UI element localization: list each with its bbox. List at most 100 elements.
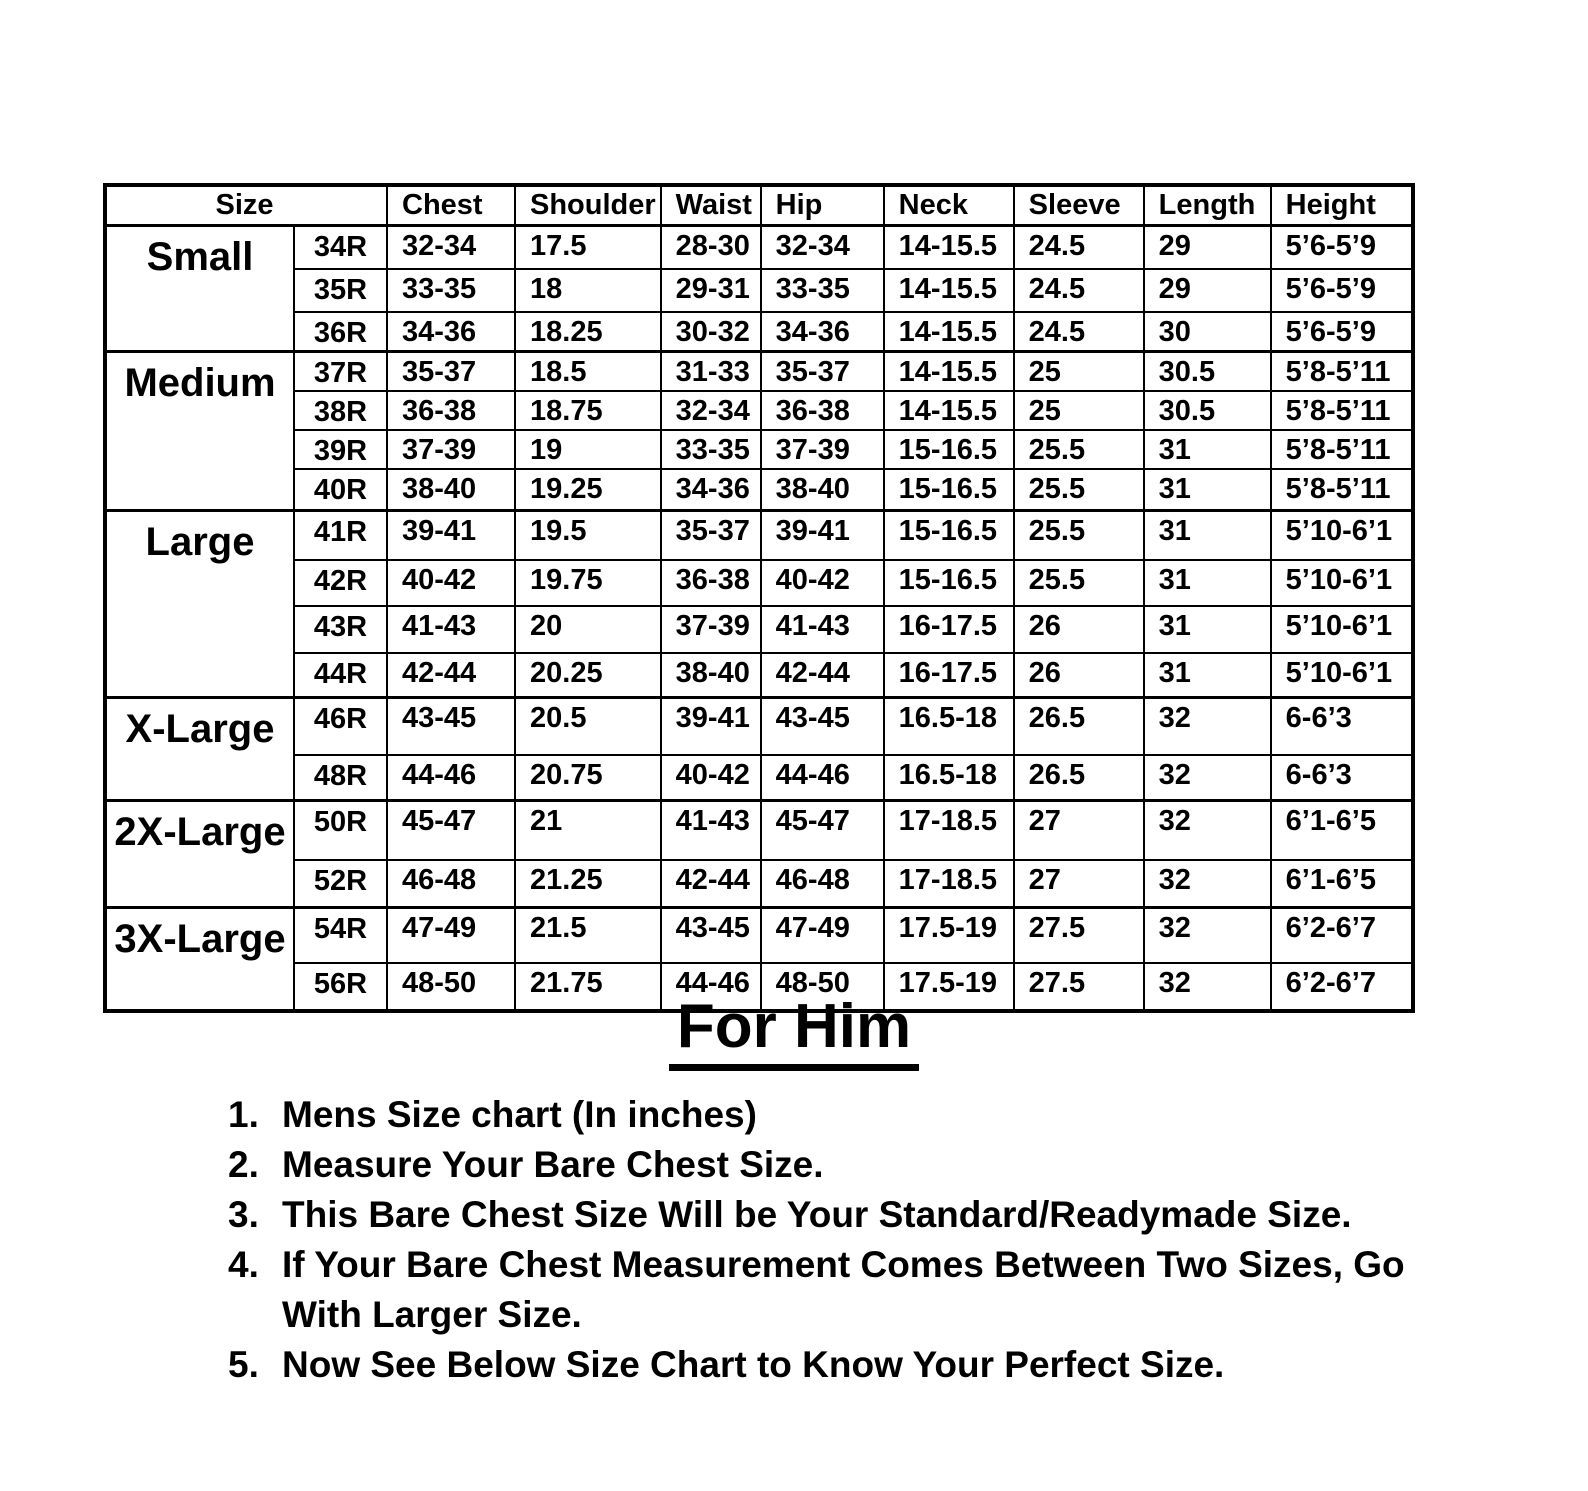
chest-cell: 48-50 [386,961,516,1012]
height-cell: 5’8-5’11 [1269,467,1414,512]
table-row: 56R 48-50 21.75 44-46 48-50 17.5-19 27.5 32 6’2-… [105,961,1414,1012]
hip-cell: 47-49 [759,906,885,964]
chest-cell: 32-34 [386,224,516,270]
length-cell: 32 [1142,858,1272,909]
sleeve-cell: 26 [1012,651,1145,699]
sleeve-cell: 25.5 [1012,558,1145,607]
neck-cell: 14-15.5 [882,389,1015,431]
table-row: 3X-Large 54R 47-49 21.5 43-45 47-49 17.5-19 27.… [104,906,1414,1012]
code-cell: 42R [293,558,388,607]
list-item-text: Mens Size chart (In inches) [282,1094,757,1135]
hip-cell: 35-37 [759,350,885,392]
hip-cell: 34-36 [759,310,885,352]
code-cell: 52R [293,858,388,909]
height-cell: 6-6’3 [1269,696,1414,756]
table-row: 42R 40-42 19.75 36-38 40-42 15-16.5 25.5 31 5’10… [105,558,1414,607]
hip-cell: 36-38 [759,389,885,431]
height-cell: 5’10-6’1 [1269,604,1414,654]
sleeve-cell: 26.5 [1012,696,1145,756]
shoulder-cell: 20.25 [514,651,662,699]
code-cell: 38R [293,389,388,431]
list-item-number: 3. [228,1194,259,1235]
shoulder-cell: 20.75 [514,753,662,802]
code-cell: 41R [293,509,388,561]
code-cell: 56R [293,961,388,1012]
length-cell: 31 [1142,604,1272,654]
table-row: Large 41R 39-41 19.5 35-37 39-41 15-16.5 25.5 31… [104,509,1414,699]
header-chest: Chest [386,184,516,227]
neck-cell: 14-15.5 [882,224,1015,270]
size-group-2x-large: 2X-Large 50R 45-47 21 41-43 45-47 17-18.5 27 32 6… [104,799,1414,909]
shoulder-cell: 18 [514,267,662,313]
header-waist: Waist [659,184,762,227]
neck-cell: 15-16.5 [882,428,1015,470]
table-row: Small 34R 32-34 17.5 28-30 32-34 14-15.5 24.5 29… [104,224,1414,352]
code-cell: 46R [293,696,388,756]
list-item-number: 5. [228,1344,259,1385]
header-shoulder: Shoulder [514,184,662,227]
header-size: Size [104,184,388,227]
hip-cell: 41-43 [759,604,885,654]
neck-cell: 16-17.5 [882,651,1015,699]
shoulder-cell: 20 [514,604,662,654]
neck-cell: 15-16.5 [882,509,1015,561]
hip-cell: 44-46 [759,753,885,802]
header-sleeve: Sleeve [1012,184,1145,227]
code-cell: 40R [293,467,388,512]
shoulder-cell: 19.75 [514,558,662,607]
height-cell: 5’10-6’1 [1269,651,1414,699]
shoulder-cell: 19 [514,428,662,470]
chest-cell: 42-44 [386,651,516,699]
neck-cell: 16-17.5 [882,604,1015,654]
code-cell: 39R [293,428,388,470]
sleeve-cell: 24.5 [1012,267,1145,313]
table-row: 40R 38-40 19.25 34-36 38-40 15-16.5 25.5 31 5’8-… [105,467,1414,512]
list-item: 1. Mens Size chart (In inches) [228,1090,1518,1140]
waist-cell: 38-40 [659,651,762,699]
table-row: 36R 34-36 18.25 30-32 34-36 14-15.5 24.5 30 5’6-… [105,310,1414,352]
neck-cell: 17-18.5 [882,858,1015,909]
neck-cell: 17.5-19 [882,961,1015,1012]
size-group-label: 3X-Large [104,906,295,1012]
sleeve-cell: 26 [1012,604,1145,654]
height-cell: 5’6-5’9 [1269,267,1414,313]
length-cell: 30.5 [1142,389,1272,431]
hip-cell: 37-39 [759,428,885,470]
list-item-text: Measure Your Bare Chest Size. [282,1144,824,1185]
table-header-row: Size Chest Shoulder Waist Hip Neck Sleev… [104,184,1414,227]
chest-cell: 41-43 [386,604,516,654]
sleeve-cell: 26.5 [1012,753,1145,802]
shoulder-cell: 21.5 [514,906,662,964]
chest-cell: 44-46 [386,753,516,802]
size-group-small: Small 34R 32-34 17.5 28-30 32-34 14-15.5 24.5 29… [104,224,1414,352]
chest-cell: 46-48 [386,858,516,909]
list-item-number: 1. [228,1094,259,1135]
length-cell: 32 [1142,696,1272,756]
for-him-heading-wrap: For Him [0,996,1588,1071]
code-cell: 54R [293,906,388,964]
waist-cell: 36-38 [659,558,762,607]
table-row: 43R 41-43 20 37-39 41-43 16-17.5 26 31 5’10-6’1 [105,604,1414,654]
instruction-list: 1. Mens Size chart (In inches) 2. Measur… [228,1090,1518,1390]
list-item-number: 4. [228,1244,259,1285]
sleeve-cell: 25.5 [1012,509,1145,561]
height-cell: 6’1-6’5 [1269,858,1414,909]
code-cell: 37R [293,350,388,392]
shoulder-cell: 19.25 [514,467,662,512]
neck-cell: 14-15.5 [882,310,1015,352]
table-row: 52R 46-48 21.25 42-44 46-48 17-18.5 27 32 6’1-6’… [105,858,1414,909]
shoulder-cell: 19.5 [514,509,662,561]
length-cell: 31 [1142,467,1272,512]
height-cell: 5’6-5’9 [1269,310,1414,352]
size-group-label: Small [104,224,295,352]
chest-cell: 38-40 [386,467,516,512]
list-item-text: This Bare Chest Size Will be Your Standa… [282,1194,1352,1235]
length-cell: 32 [1142,906,1272,964]
length-cell: 29 [1142,267,1272,313]
waist-cell: 44-46 [659,961,762,1012]
waist-cell: 33-35 [659,428,762,470]
length-cell: 32 [1142,961,1272,1012]
table-row: X-Large 46R 43-45 20.5 39-41 43-45 16.5-18 26.5… [104,696,1414,802]
header-length: Length [1142,184,1272,227]
waist-cell: 40-42 [659,753,762,802]
